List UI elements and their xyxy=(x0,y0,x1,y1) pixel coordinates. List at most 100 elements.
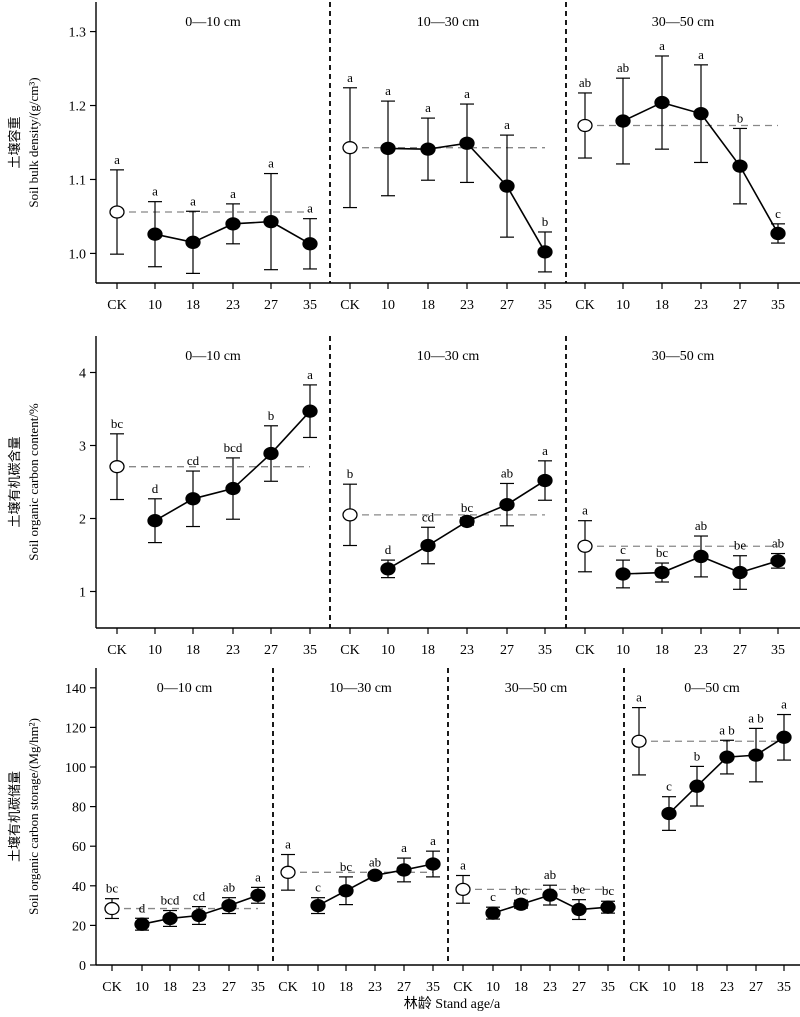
x-tick-label: 27 xyxy=(733,643,747,658)
marker-point xyxy=(147,227,163,241)
marker-point xyxy=(693,107,709,121)
x-tick-label: 10 xyxy=(135,980,149,995)
x-tick-label: 10 xyxy=(381,298,395,313)
marker-point xyxy=(225,217,241,231)
significance-letter: a xyxy=(347,70,353,85)
y-axis-label-cn: 土壤容重 xyxy=(7,116,22,168)
significance-letter: a xyxy=(542,443,548,458)
x-tick-label: 23 xyxy=(694,298,708,313)
x-tick-label: CK xyxy=(629,980,648,995)
marker-point xyxy=(693,549,709,564)
x-tick-label: 35 xyxy=(538,298,552,313)
x-tick-label: 10 xyxy=(311,980,325,995)
x-tick-label: 10 xyxy=(148,643,162,658)
significance-letter: c xyxy=(315,880,321,895)
marker-point xyxy=(770,554,786,568)
marker-ck xyxy=(455,882,471,897)
x-tick-label: 27 xyxy=(500,298,514,313)
marker-point xyxy=(191,908,207,923)
significance-letter: d xyxy=(385,542,392,557)
significance-letter: c xyxy=(775,206,781,221)
significance-letter: ab xyxy=(772,536,784,551)
marker-point xyxy=(263,446,279,461)
marker-point xyxy=(537,245,553,259)
marker-ck xyxy=(280,865,296,879)
x-tick-label: CK xyxy=(575,298,594,313)
x-tick-label: CK xyxy=(278,980,297,995)
significance-letter: bc xyxy=(461,500,474,515)
y-tick-label: 3 xyxy=(79,440,86,455)
marker-point xyxy=(654,95,670,110)
significance-letter: ab xyxy=(544,867,556,882)
marker-point xyxy=(250,888,266,902)
x-tick-label: 27 xyxy=(397,980,411,995)
x-tick-label: 23 xyxy=(192,980,206,995)
x-tick-label: 18 xyxy=(655,643,669,658)
marker-point xyxy=(499,179,515,193)
x-tick-label: 27 xyxy=(500,643,514,658)
x-tick-label: 18 xyxy=(514,980,528,995)
x-tick-label: 35 xyxy=(303,643,317,658)
x-tick-label: 35 xyxy=(771,298,785,313)
x-tick-label: 23 xyxy=(720,980,734,995)
significance-letter: b xyxy=(542,214,549,229)
x-tick-label: CK xyxy=(340,298,359,313)
x-tick-label: 23 xyxy=(226,643,240,658)
significance-letter: c xyxy=(666,779,672,794)
significance-letter: a xyxy=(430,833,436,848)
marker-point xyxy=(748,748,764,762)
y-axis-label-en: Soil organic carbon storage/(Mg/hm²) xyxy=(26,718,41,915)
marker-ck xyxy=(109,460,125,474)
significance-letter: a xyxy=(781,697,787,712)
marker-ck xyxy=(109,205,125,219)
depth-label: 0—10 cm xyxy=(185,15,241,30)
significance-letter: bcd xyxy=(224,440,243,455)
marker-point xyxy=(225,481,241,496)
marker-point xyxy=(459,514,475,529)
marker-point xyxy=(600,900,616,914)
x-tick-label: 23 xyxy=(368,980,382,995)
significance-letter: a xyxy=(425,100,431,115)
marker-point xyxy=(310,898,326,913)
y-tick-label: 80 xyxy=(72,801,86,816)
marker-ck xyxy=(342,141,358,155)
marker-point xyxy=(221,898,237,913)
y-tick-label: 1.0 xyxy=(69,247,87,262)
marker-point xyxy=(185,492,201,506)
significance-letter: a xyxy=(230,186,236,201)
x-tick-label: 35 xyxy=(601,980,615,995)
marker-point xyxy=(499,497,515,512)
depth-label: 10—30 cm xyxy=(417,15,480,30)
significance-letter: a xyxy=(464,86,470,101)
significance-letter: bc xyxy=(340,859,353,874)
marker-point xyxy=(420,142,436,156)
marker-point xyxy=(661,806,677,821)
marker-point xyxy=(615,567,631,581)
panel-bulk-density: 1.0 1.1 1.2 1.3 土壤容重 Soil bulk density/(g/cm³… xyxy=(7,2,800,313)
significance-letter: ab xyxy=(695,518,707,533)
depth-label: 0—10 cm xyxy=(185,349,241,364)
marker-point xyxy=(776,730,792,744)
depth-label: 0—50 cm xyxy=(684,681,740,696)
significance-letter: ab xyxy=(579,75,591,90)
marker-point xyxy=(147,514,163,528)
x-tick-label: 27 xyxy=(733,298,747,313)
significance-letter: a xyxy=(255,869,261,884)
significance-letter: c xyxy=(490,889,496,904)
x-tick-label: 10 xyxy=(662,980,676,995)
marker-point xyxy=(513,897,529,911)
marker-point xyxy=(485,906,501,920)
x-tick-label: 10 xyxy=(616,643,630,658)
y-axis-label-en: Soil organic carbon content/% xyxy=(26,403,41,561)
marker-point xyxy=(719,750,735,764)
marker-point xyxy=(263,214,279,229)
marker-point xyxy=(367,868,383,882)
significance-letter: bc xyxy=(656,545,669,560)
x-tick-label: 35 xyxy=(303,298,317,313)
x-tick-label: 18 xyxy=(186,643,200,658)
significance-letter: c xyxy=(620,542,626,557)
depth-label: 30—50 cm xyxy=(652,349,715,364)
significance-letter: a xyxy=(636,690,642,705)
x-axis-title: 林龄 Stand age/a xyxy=(404,996,501,1012)
marker-point xyxy=(425,857,441,871)
